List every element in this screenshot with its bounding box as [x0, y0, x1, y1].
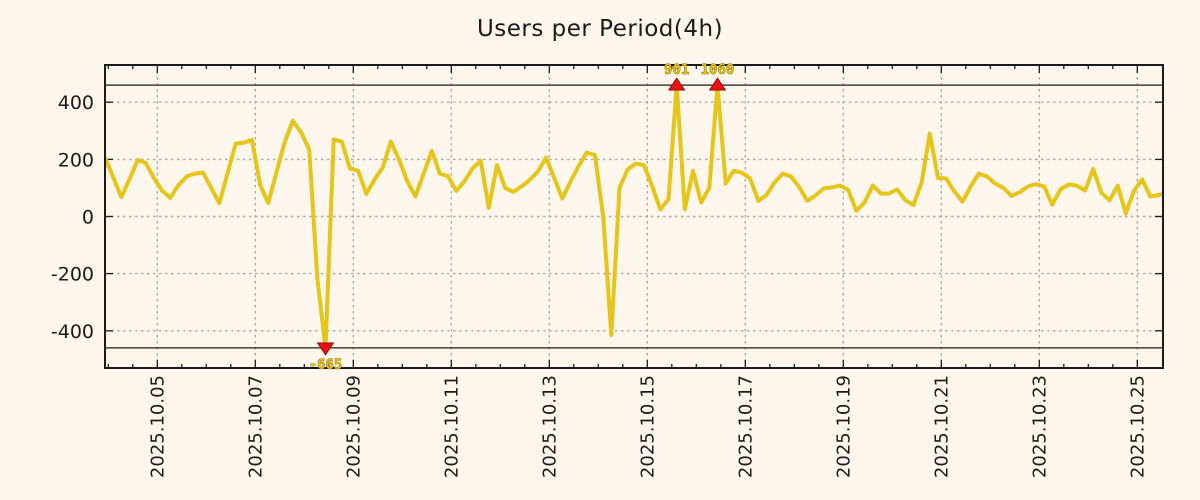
y-tick-label-0: 0: [82, 207, 94, 229]
x-tick-label-2025.10.09: 2025.10.09: [343, 375, 364, 478]
x-tick-label-2025.10.17: 2025.10.17: [735, 375, 756, 478]
x-tick-label-2025.10.21: 2025.10.21: [931, 375, 952, 478]
x-tick-label-2025.10.15: 2025.10.15: [637, 375, 658, 478]
y-tick-label--200: -200: [51, 264, 94, 286]
chart-title: Users per Period(4h): [476, 16, 724, 42]
x-tick-label-2025.10.13: 2025.10.13: [539, 375, 560, 478]
y-tick-label-200: 200: [58, 149, 94, 171]
y-tick-label--400: -400: [51, 321, 94, 343]
annotation-value-901: 901: [664, 62, 689, 78]
annotation-value-1060: 1060: [701, 62, 735, 78]
overflow-marker-901: [667, 77, 686, 91]
annotation-value--665: -665: [309, 357, 343, 373]
series-line-users: [105, 83, 1163, 350]
x-tick-label-2025.10.11: 2025.10.11: [441, 375, 462, 478]
overflow-marker--665: [316, 342, 335, 356]
x-tick-label-2025.10.25: 2025.10.25: [1127, 375, 1148, 478]
overflow-marker-1060: [708, 77, 727, 91]
x-tick-label-2025.10.19: 2025.10.19: [833, 375, 854, 478]
plot-border: [104, 64, 1164, 369]
x-tick-label-2025.10.23: 2025.10.23: [1029, 375, 1050, 478]
x-tick-label-2025.10.07: 2025.10.07: [245, 375, 266, 478]
x-tick-label-2025.10.05: 2025.10.05: [147, 375, 168, 478]
y-tick-label-400: 400: [58, 92, 94, 114]
